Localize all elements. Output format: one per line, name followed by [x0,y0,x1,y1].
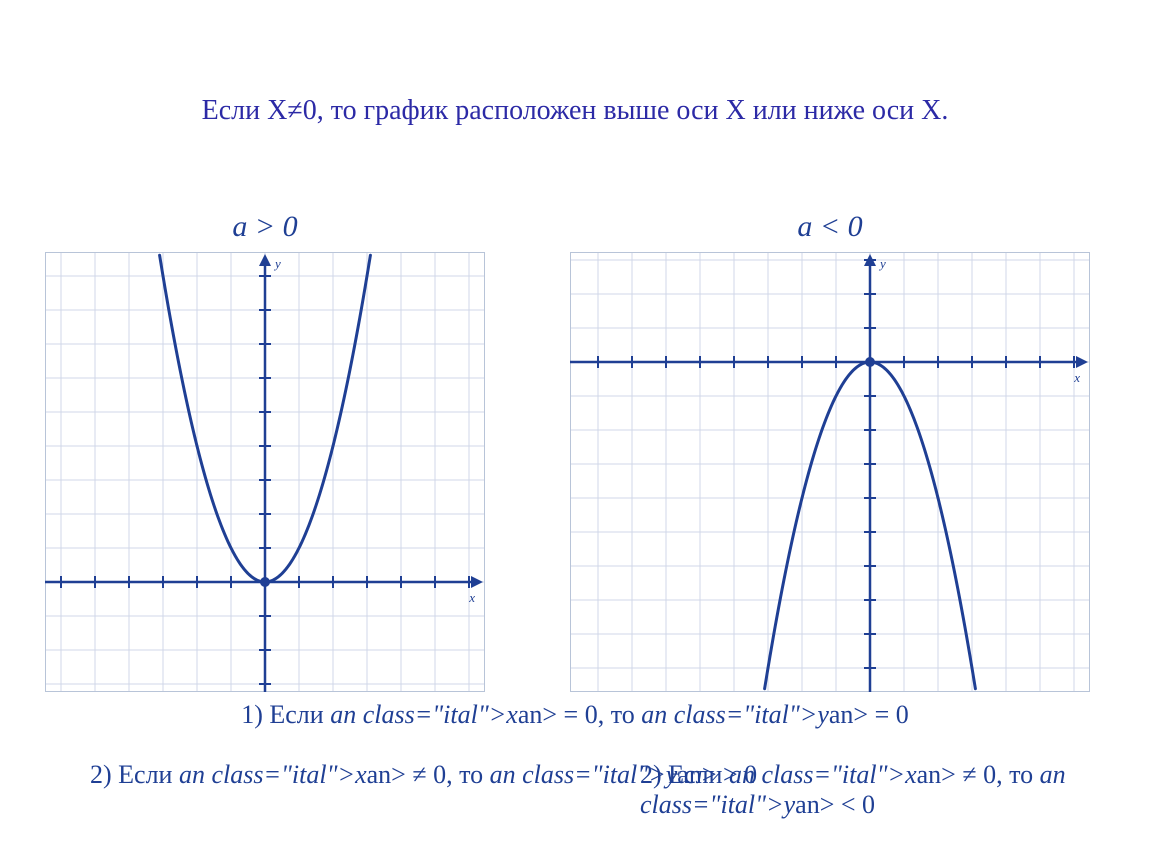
left-chart-block: a > 0 xy [45,210,485,692]
right-chart-label: a < 0 [570,210,1090,244]
right-chart-svg: xy [570,252,1090,692]
right-chart-block: a < 0 xy [570,210,1090,692]
center-condition-prefix: 1) Если an class="ital">xan> = 0, то an … [241,700,909,729]
left-chart-label: a > 0 [45,210,485,244]
page: Если Х≠0, то график расположен выше оси … [0,0,1150,864]
center-condition: 1) Если an class="ital">xan> = 0, то an … [0,700,1150,730]
page-title: Если Х≠0, то график расположен выше оси … [0,95,1150,127]
left-chart-svg: xy [45,252,485,692]
svg-text:x: x [468,590,475,605]
right-caption: 2) Если an class="ital">xan> ≠ 0, то an … [640,760,1150,820]
svg-text:x: x [1073,370,1080,385]
svg-text:y: y [878,256,886,271]
svg-text:y: y [273,256,281,271]
